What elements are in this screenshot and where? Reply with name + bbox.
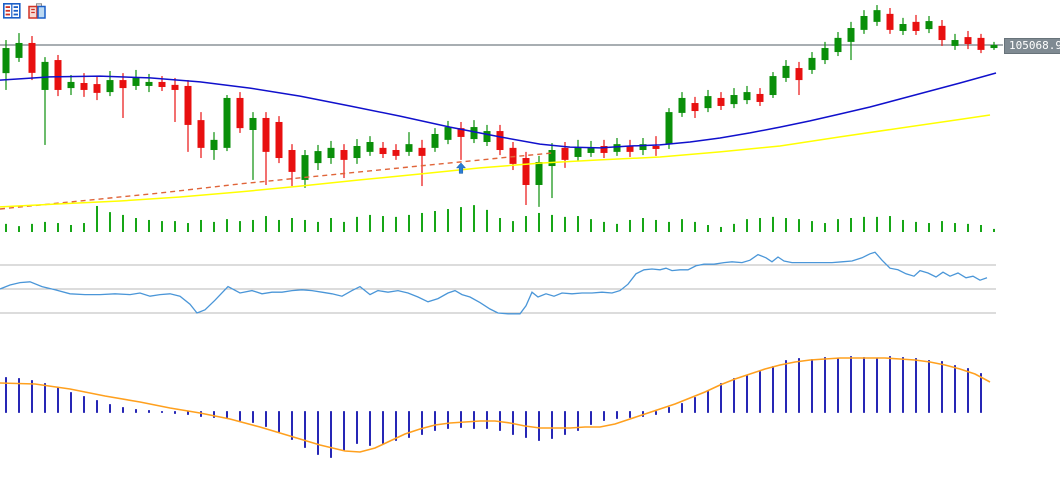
chart-toolbar — [3, 3, 46, 19]
chart-compare-icon[interactable] — [28, 3, 46, 19]
quote-list-icon[interactable] — [3, 3, 21, 19]
last-price-label: 105068.90 — [1004, 38, 1060, 54]
